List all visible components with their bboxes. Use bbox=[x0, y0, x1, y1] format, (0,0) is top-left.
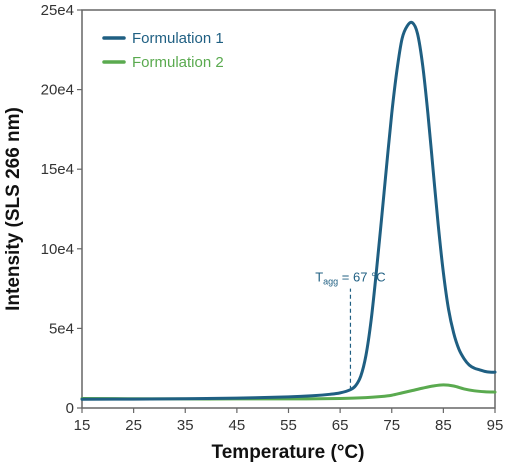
y-tick-label: 15e4 bbox=[41, 161, 74, 178]
x-tick-label: 35 bbox=[177, 417, 194, 434]
x-tick-label: 55 bbox=[280, 417, 297, 434]
legend: Formulation 1 Formulation 2 bbox=[102, 30, 224, 71]
x-tick-label: 25 bbox=[125, 417, 142, 434]
legend-label-1: Formulation 1 bbox=[132, 30, 224, 47]
x-tick-label: 45 bbox=[229, 417, 246, 434]
x-axis-title: Temperature (°C) bbox=[212, 442, 365, 463]
y-axis-title: Intensity (SLS 266 nm) bbox=[3, 107, 24, 311]
x-tick-label: 15 bbox=[74, 417, 91, 434]
x-tick-label: 75 bbox=[383, 417, 400, 434]
y-tick-label: 0 bbox=[66, 400, 74, 417]
x-axis-ticks: 15 25 35 45 55 65 75 85 95 bbox=[74, 408, 504, 434]
x-tick-label: 85 bbox=[435, 417, 452, 434]
y-tick-label: 10e4 bbox=[41, 241, 74, 258]
legend-label-2: Formulation 2 bbox=[132, 54, 224, 71]
tagg-annotation-label: Tagg = 67 °C bbox=[315, 270, 385, 287]
x-tick-label: 95 bbox=[487, 417, 504, 434]
series-layer bbox=[80, 20, 497, 401]
series-line-1 bbox=[80, 20, 497, 401]
y-tick-label: 5e4 bbox=[49, 320, 74, 337]
y-axis-ticks: 0 5e4 10e4 15e4 20e4 25e4 bbox=[41, 2, 82, 417]
x-tick-label: 65 bbox=[332, 417, 349, 434]
annotation-layer: Tagg = 67 °C bbox=[315, 270, 386, 390]
y-tick-label: 20e4 bbox=[41, 82, 74, 99]
y-tick-label: 25e4 bbox=[41, 2, 74, 19]
